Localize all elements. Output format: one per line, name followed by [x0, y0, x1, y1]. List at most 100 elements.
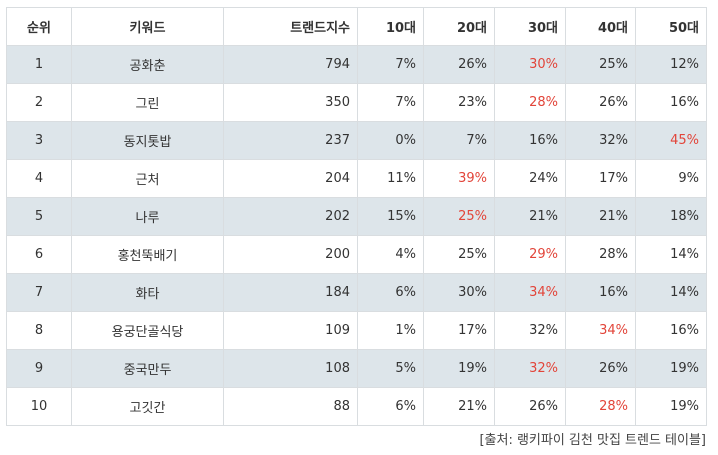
- cell-age-30s: 32%: [494, 311, 566, 350]
- table-row: 8 용궁단골식당 109 1% 17% 32% 34% 16%: [6, 311, 707, 350]
- cell-age-50s: 19%: [635, 387, 707, 426]
- cell-trend-index: 204: [223, 159, 358, 198]
- cell-age-50s: 16%: [635, 311, 707, 350]
- cell-age-30s: 16%: [494, 121, 566, 160]
- header-keyword: 키워드: [71, 7, 224, 46]
- cell-age-40s: 16%: [565, 273, 636, 312]
- trend-table: 순위 키워드 트랜드지수 10대 20대 30대 40대 50대 1 공화춘 794…: [6, 7, 707, 426]
- header-age-40s: 40대: [565, 7, 636, 46]
- cell-age-40s: 26%: [565, 83, 636, 122]
- cell-rank: 4: [6, 159, 72, 198]
- cell-keyword: 그린: [71, 83, 224, 122]
- cell-age-50s: 18%: [635, 197, 707, 236]
- table-row: 10 고깃간 88 6% 21% 26% 28% 19%: [6, 387, 707, 426]
- cell-keyword: 공화춘: [71, 45, 224, 84]
- header-age-50s: 50대: [635, 7, 707, 46]
- table-row: 7 화타 184 6% 30% 34% 16% 14%: [6, 273, 707, 312]
- cell-keyword: 근처: [71, 159, 224, 198]
- table-body: 1 공화춘 794 7% 26% 30% 25% 12% 2 그린 350 7% 23% 28% 26% 16…: [6, 45, 707, 426]
- cell-age-10s: 4%: [357, 235, 424, 274]
- cell-age-30s: 32%: [494, 349, 566, 388]
- cell-rank: 8: [6, 311, 72, 350]
- cell-keyword: 홍천뚝배기: [71, 235, 224, 274]
- cell-age-20s: 17%: [423, 311, 495, 350]
- cell-age-30s: 26%: [494, 387, 566, 426]
- header-age-20s: 20대: [423, 7, 495, 46]
- source-caption: [출처: 랭키파이 김천 맛집 트렌드 테이블]: [479, 433, 706, 448]
- cell-age-50s: 14%: [635, 273, 707, 312]
- cell-trend-index: 184: [223, 273, 358, 312]
- cell-trend-index: 108: [223, 349, 358, 388]
- cell-rank: 7: [6, 273, 72, 312]
- cell-age-40s: 28%: [565, 387, 636, 426]
- cell-age-30s: 24%: [494, 159, 566, 198]
- cell-age-30s: 30%: [494, 45, 566, 84]
- header-rank: 순위: [6, 7, 72, 46]
- cell-age-50s: 14%: [635, 235, 707, 274]
- cell-age-30s: 29%: [494, 235, 566, 274]
- cell-age-10s: 6%: [357, 273, 424, 312]
- cell-age-10s: 6%: [357, 387, 424, 426]
- cell-age-10s: 1%: [357, 311, 424, 350]
- cell-age-50s: 45%: [635, 121, 707, 160]
- cell-keyword: 고깃간: [71, 387, 224, 426]
- cell-keyword: 중국만두: [71, 349, 224, 388]
- table-header-row: 순위 키워드 트랜드지수 10대 20대 30대 40대 50대: [6, 7, 707, 46]
- cell-age-50s: 19%: [635, 349, 707, 388]
- table-row: 9 중국만두 108 5% 19% 32% 26% 19%: [6, 349, 707, 388]
- cell-age-40s: 32%: [565, 121, 636, 160]
- cell-age-10s: 15%: [357, 197, 424, 236]
- cell-rank: 5: [6, 197, 72, 236]
- cell-age-10s: 5%: [357, 349, 424, 388]
- table-row: 3 동지톳밥 237 0% 7% 16% 32% 45%: [6, 121, 707, 160]
- cell-age-10s: 7%: [357, 45, 424, 84]
- cell-age-30s: 21%: [494, 197, 566, 236]
- cell-age-40s: 28%: [565, 235, 636, 274]
- header-age-10s: 10대: [357, 7, 424, 46]
- table-row: 6 홍천뚝배기 200 4% 25% 29% 28% 14%: [6, 235, 707, 274]
- cell-age-10s: 7%: [357, 83, 424, 122]
- cell-rank: 3: [6, 121, 72, 160]
- cell-age-20s: 25%: [423, 197, 495, 236]
- table-row: 4 근처 204 11% 39% 24% 17% 9%: [6, 159, 707, 198]
- cell-trend-index: 202: [223, 197, 358, 236]
- cell-age-30s: 34%: [494, 273, 566, 312]
- cell-age-10s: 11%: [357, 159, 424, 198]
- cell-age-50s: 9%: [635, 159, 707, 198]
- table-row: 1 공화춘 794 7% 26% 30% 25% 12%: [6, 45, 707, 84]
- cell-rank: 6: [6, 235, 72, 274]
- table-row: 2 그린 350 7% 23% 28% 26% 16%: [6, 83, 707, 122]
- header-age-30s: 30대: [494, 7, 566, 46]
- cell-age-50s: 12%: [635, 45, 707, 84]
- table-row: 5 나루 202 15% 25% 21% 21% 18%: [6, 197, 707, 236]
- cell-trend-index: 109: [223, 311, 358, 350]
- cell-trend-index: 350: [223, 83, 358, 122]
- cell-age-40s: 21%: [565, 197, 636, 236]
- cell-age-40s: 17%: [565, 159, 636, 198]
- header-trend-index: 트랜드지수: [223, 7, 358, 46]
- cell-trend-index: 88: [223, 387, 358, 426]
- cell-keyword: 동지톳밥: [71, 121, 224, 160]
- cell-trend-index: 237: [223, 121, 358, 160]
- cell-age-20s: 19%: [423, 349, 495, 388]
- cell-trend-index: 794: [223, 45, 358, 84]
- cell-rank: 9: [6, 349, 72, 388]
- cell-age-40s: 34%: [565, 311, 636, 350]
- cell-age-40s: 25%: [565, 45, 636, 84]
- cell-rank: 10: [6, 387, 72, 426]
- cell-age-30s: 28%: [494, 83, 566, 122]
- cell-age-20s: 25%: [423, 235, 495, 274]
- cell-age-10s: 0%: [357, 121, 424, 160]
- cell-age-20s: 23%: [423, 83, 495, 122]
- cell-keyword: 화타: [71, 273, 224, 312]
- cell-rank: 1: [6, 45, 72, 84]
- cell-age-40s: 26%: [565, 349, 636, 388]
- cell-age-20s: 39%: [423, 159, 495, 198]
- cell-age-20s: 26%: [423, 45, 495, 84]
- cell-trend-index: 200: [223, 235, 358, 274]
- cell-age-50s: 16%: [635, 83, 707, 122]
- cell-age-20s: 21%: [423, 387, 495, 426]
- cell-age-20s: 30%: [423, 273, 495, 312]
- cell-keyword: 용궁단골식당: [71, 311, 224, 350]
